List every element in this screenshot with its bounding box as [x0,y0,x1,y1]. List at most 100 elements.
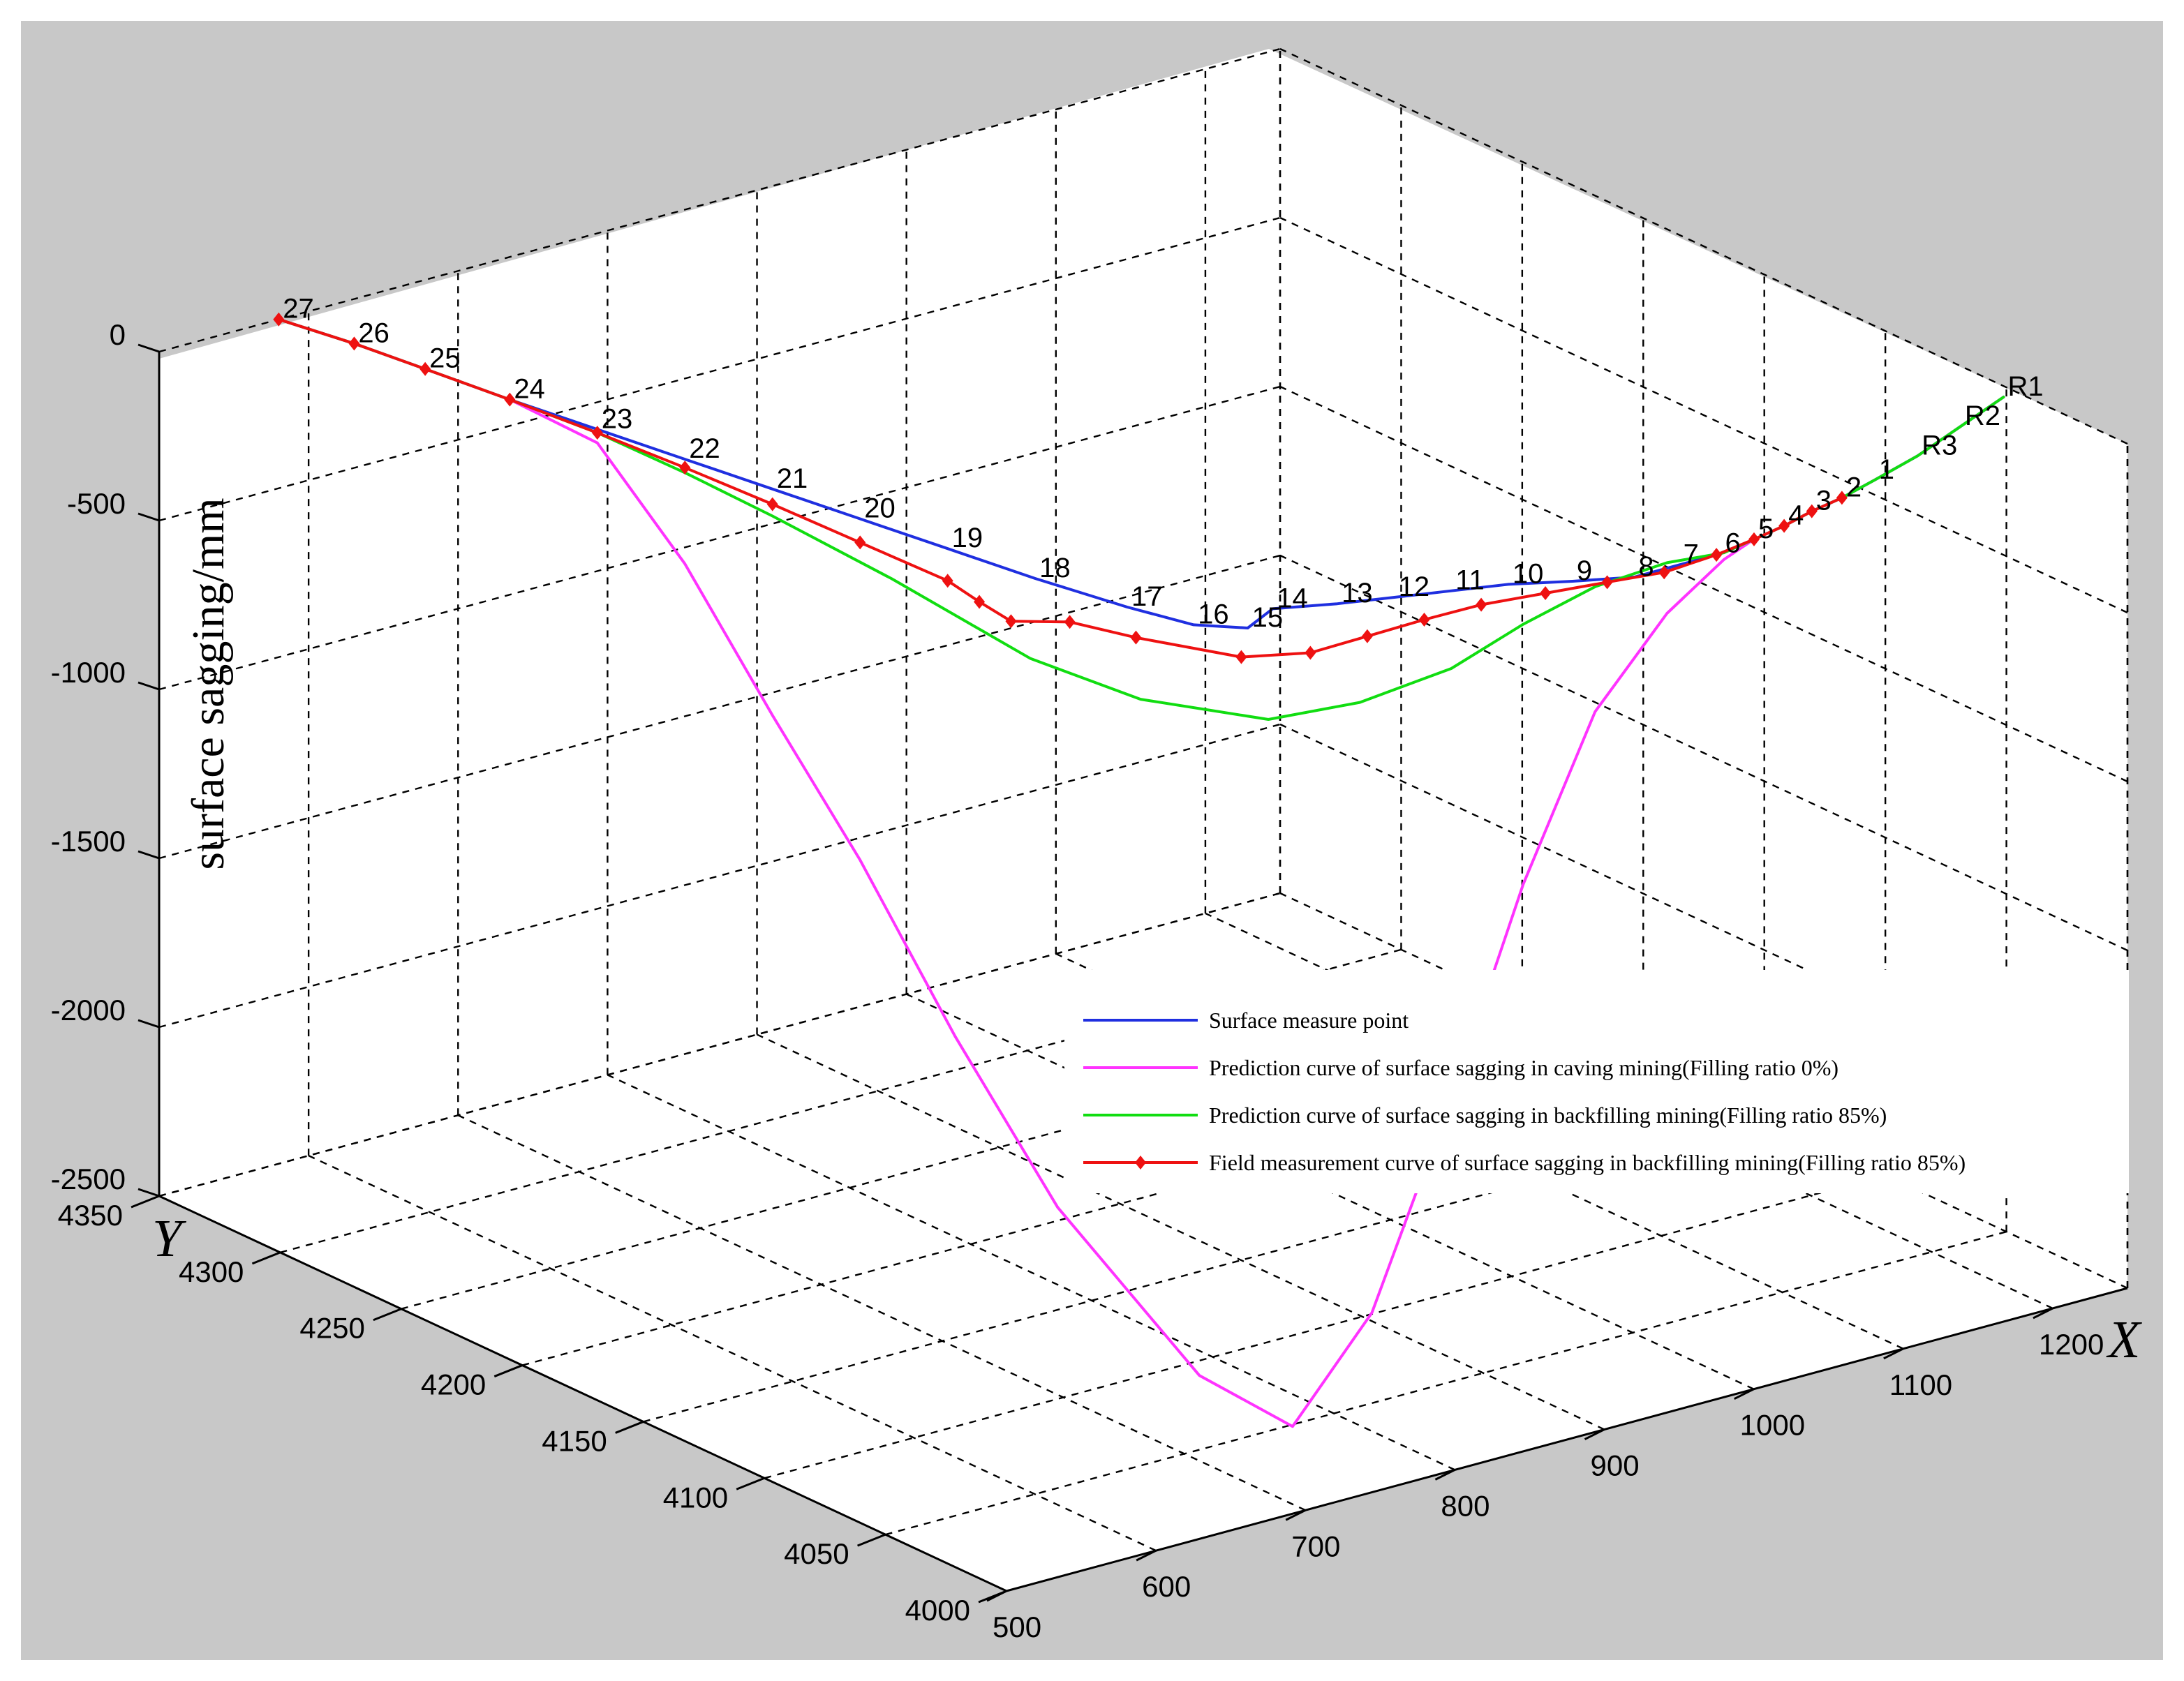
measure-point-label: 20 [864,493,896,524]
grid-line [607,1074,1455,1471]
series-marker [1418,612,1430,627]
z-tick-label: -2000 [51,994,126,1026]
y-tick-mark [493,1364,523,1377]
measure-point-label: 9 [1577,555,1592,586]
x-axis-line [1006,1287,2128,1592]
z-tick-mark [138,850,160,860]
measure-point-label: 15 [1252,602,1284,633]
y-tick-mark [857,1533,886,1547]
measure-point-label: 17 [1131,581,1163,612]
measure-point-label: 14 [1277,583,1308,613]
measure-point-label: 22 [689,433,720,464]
y-tick-label: 4150 [542,1424,607,1457]
y-tick-mark [131,1195,160,1209]
grid-line [757,1033,1605,1430]
series-marker [1005,614,1017,629]
y-tick-label: 4200 [421,1368,486,1401]
series-marker [1361,629,1373,643]
y-tick-label: 4250 [299,1312,364,1345]
x-tick-label: 600 [1142,1570,1191,1603]
y-tick-mark [251,1251,281,1265]
y-axis-label: Y [152,1209,187,1268]
measure-point-label: 12 [1399,571,1429,602]
x-tick-label: 900 [1591,1449,1640,1482]
series-marker [766,497,778,511]
series-marker [504,392,516,407]
measure-point-label: 5 [1758,514,1774,544]
series-marker [1778,518,1790,533]
x-tick-label: 1200 [2039,1328,2104,1361]
measure-point-label: 1 [1879,454,1894,485]
axis-lines [158,352,2128,1592]
series-lines [273,312,2005,1428]
x-tick-mark [1733,1388,1755,1400]
x-tick-mark [1883,1347,1904,1360]
measure-point-label: R2 [1965,401,2000,431]
z-tick-label: 0 [110,318,126,351]
z-tick-label: -500 [67,487,126,520]
series-marker [679,461,691,475]
y-tick-label: 4000 [905,1594,970,1627]
series-marker [1711,548,1723,562]
series-marker [1064,615,1076,629]
grid-line [1279,554,2128,952]
x-tick-mark [1136,1549,1157,1562]
measure-point-label: 24 [514,374,545,405]
y-tick-mark [615,1421,644,1434]
y-tick-mark [736,1477,765,1491]
series-marker [1601,575,1613,590]
z-tick-mark [138,681,160,691]
series-marker [348,336,360,351]
grid-line [1279,385,2128,783]
measure-point-label: 16 [1198,599,1229,629]
legend-label: Surface measure point [1209,1008,1409,1033]
legend-label: Field measurement curve of surface saggi… [1209,1150,1966,1175]
y-tick-mark [373,1308,402,1322]
measure-point-label: 27 [283,294,314,324]
x-tick-label: 700 [1291,1530,1340,1562]
tick-labels: 5006007008009001000110012004000405041004… [51,318,2104,1643]
y-tick-mark [978,1590,1007,1604]
x-tick-label: 1100 [1889,1368,1952,1401]
x-axis-label: X [2106,1310,2142,1369]
y-tick-label: 4300 [179,1255,244,1288]
x-tick-label: 500 [993,1611,1041,1643]
z-axis-label: surface sagging/mm [183,498,234,869]
measure-point-label: R1 [2008,371,2044,402]
measure-point-label: 23 [602,403,633,434]
x-tick-mark [1434,1469,1456,1481]
y-axis-line [158,1195,1007,1592]
legend-label: Prediction curve of surface sagging in c… [1209,1055,1838,1080]
z-tick-label: -1000 [51,656,126,689]
grid-line [308,1155,1157,1552]
y-tick-label: 4100 [663,1481,728,1514]
measure-point-label: 7 [1684,539,1699,570]
z-tick-label: -1500 [51,825,126,858]
series-marker [1130,630,1142,645]
x-tick-mark [2033,1307,2053,1320]
measure-point-label: 3 [1816,486,1832,516]
series-marker [273,312,285,327]
series-marker [1748,532,1760,546]
z-tick-mark [138,1019,160,1029]
series-marker [419,361,431,376]
measure-point-label: 26 [358,317,389,348]
measure-point-label: 13 [1342,578,1373,608]
series-marker [1540,586,1552,601]
series-marker [942,574,953,588]
series-marker [1658,565,1670,580]
grid-line [1279,216,2128,614]
legend-label: Prediction curve of surface sagging in b… [1209,1103,1887,1128]
series-marker [591,426,603,440]
series-marker [974,595,986,609]
measure-point-label: 18 [1039,553,1071,583]
x-tick-mark [1584,1428,1605,1440]
z-tick-mark [138,512,160,522]
z-tick-label: -2500 [51,1163,126,1195]
series-marker [854,535,866,550]
legend-box [1064,970,2129,1193]
measure-point-label: 25 [429,343,461,374]
measure-point-label: 11 [1455,565,1485,596]
